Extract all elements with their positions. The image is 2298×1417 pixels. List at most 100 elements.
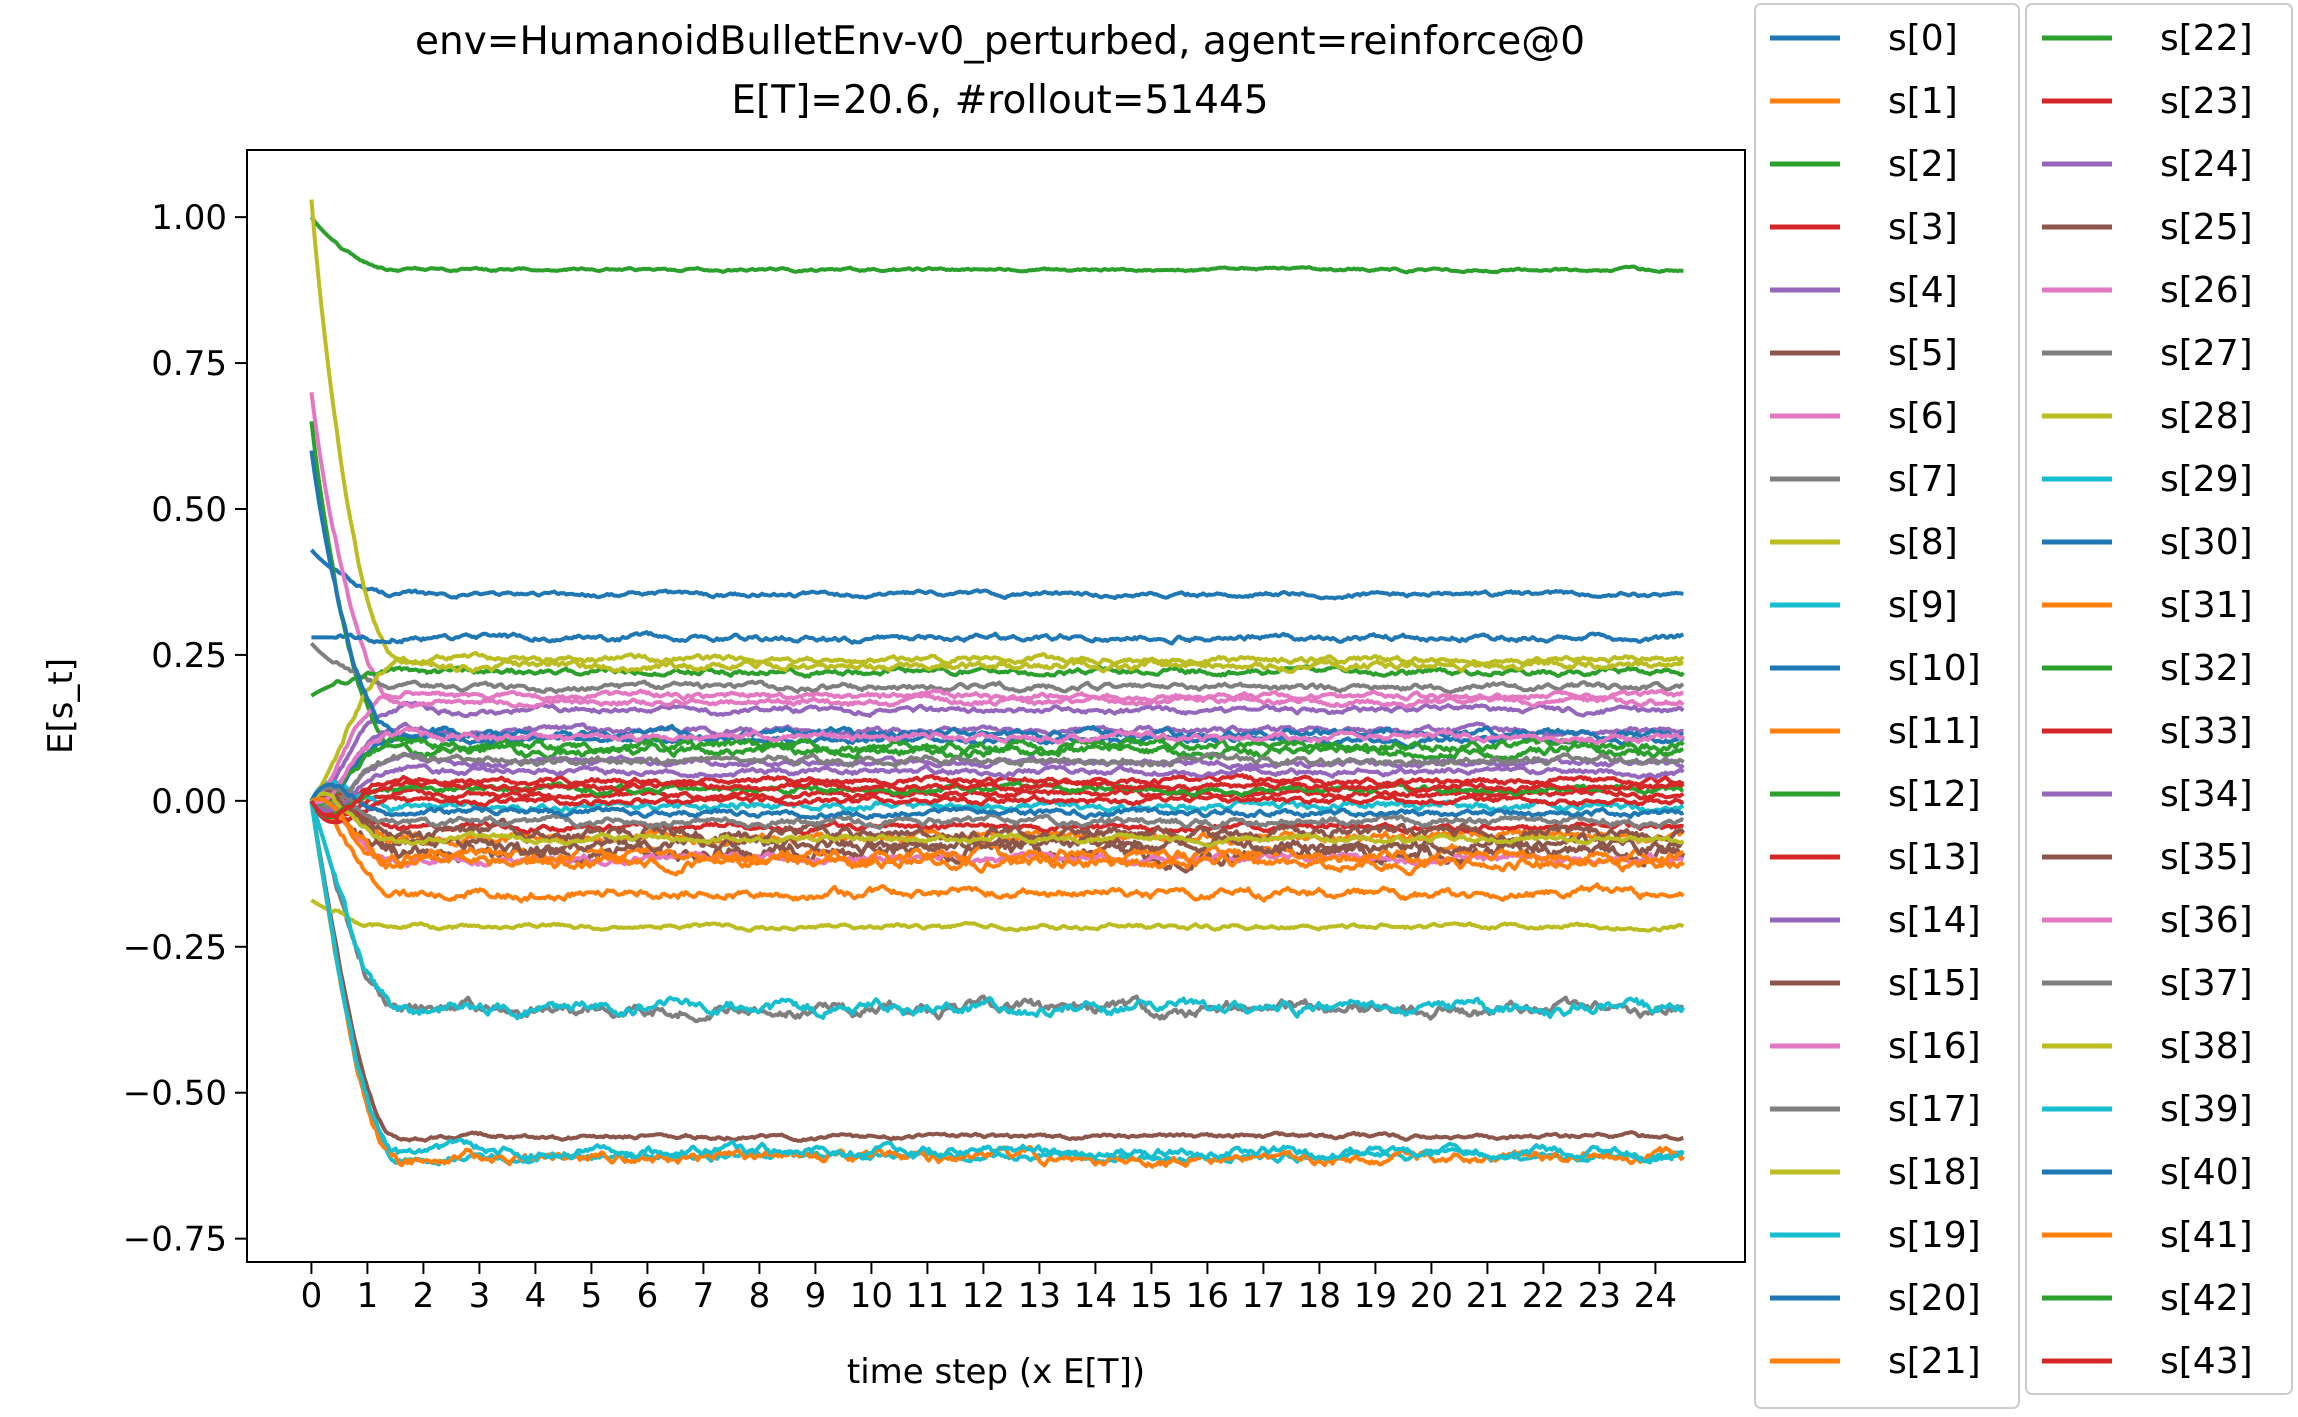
y-tick-label: 0.00 — [151, 782, 227, 822]
x-tick-label: 7 — [693, 1276, 715, 1316]
x-tick-label: 22 — [1522, 1276, 1565, 1316]
x-tick-label: 19 — [1354, 1276, 1397, 1316]
series-line-38 — [309, 791, 1685, 848]
legend-label: s[1] — [1888, 81, 1958, 122]
series-line-37 — [309, 785, 1685, 831]
x-tick-label: 4 — [525, 1276, 547, 1316]
legend-label: s[13] — [1888, 837, 1981, 878]
series-line-34 — [309, 763, 1685, 814]
x-tick-label: 6 — [637, 1276, 659, 1316]
legend-label: s[8] — [1888, 522, 1958, 563]
chart-title-line-1: env=HumanoidBulletEnv-v0_perturbed, agen… — [415, 19, 1585, 64]
series-line-23 — [309, 787, 1685, 836]
series-line-28 — [309, 655, 1684, 803]
legend-label: s[32] — [2160, 648, 2253, 689]
y-tick-label: −0.25 — [123, 928, 227, 968]
legend-label: s[23] — [2160, 81, 2253, 122]
legend-label: s[20] — [1888, 1278, 1981, 1319]
legend-label: s[41] — [2160, 1215, 2253, 1256]
legend-label: s[15] — [1888, 963, 1981, 1004]
legend-label: s[3] — [1888, 207, 1958, 248]
x-tick-label: 16 — [1186, 1276, 1229, 1316]
series-line-29 — [309, 800, 1686, 1021]
legend-label: s[19] — [1888, 1215, 1981, 1256]
y-tick-label: −0.50 — [123, 1074, 227, 1114]
y-tick-label: 0.25 — [151, 636, 227, 676]
x-tick-label: 20 — [1410, 1276, 1453, 1316]
legend-label: s[33] — [2160, 711, 2253, 752]
x-tick-label: 15 — [1130, 1276, 1173, 1316]
legend-label: s[37] — [2160, 963, 2253, 1004]
legend-label: s[6] — [1888, 396, 1958, 437]
legend-label: s[14] — [1888, 900, 1981, 941]
y-tick-label: 1.00 — [151, 198, 227, 238]
x-tick-label: 11 — [906, 1276, 949, 1316]
series-line-8 — [309, 199, 1685, 667]
legend-label: s[25] — [2160, 207, 2253, 248]
legend: s[0] s[1] s[2] s[3] s[4] s[5] s[6] s[7] s[8] s[9]… — [1770, 18, 2253, 1382]
legend-label: s[30] — [2160, 522, 2253, 563]
x-tick-label: 3 — [469, 1276, 491, 1316]
y-tick-label: 0.50 — [151, 490, 227, 530]
series-line-27 — [310, 751, 1685, 810]
x-tick-label: 24 — [1634, 1276, 1677, 1316]
x-tick-label: 21 — [1466, 1276, 1509, 1316]
series-line-41 — [310, 797, 1685, 877]
x-tick-label: 12 — [962, 1276, 1005, 1316]
legend-label: s[26] — [2160, 270, 2253, 311]
x-axis: 0 1 2 3 4 5 6 7 8 9 10 11 12 13 14 15 16 17 18 19 20 21 22 23 24 — [301, 1262, 1677, 1316]
x-tick-label: 1 — [357, 1276, 379, 1316]
legend-label: s[9] — [1888, 585, 1958, 626]
series-line-36 — [310, 726, 1685, 805]
series-line-35 — [310, 792, 1684, 859]
series-line-6 — [309, 391, 1685, 709]
y-axis: 1.00 0.75 0.50 0.25 0.00 −0.25 −0.50 −0.75 — [123, 198, 247, 1260]
legend-label: s[38] — [2160, 1026, 2253, 1067]
legend-label: s[22] — [2160, 18, 2253, 59]
x-tick-label: 5 — [581, 1276, 603, 1316]
series-line-26 — [310, 688, 1684, 803]
legend-box-column-1 — [1754, 3, 2020, 1409]
legend-label: s[17] — [1888, 1089, 1981, 1130]
series-line-25 — [309, 789, 1685, 845]
series-line-5 — [309, 800, 1684, 1143]
legend-label: s[29] — [2160, 459, 2253, 500]
legend-label: s[27] — [2160, 333, 2253, 374]
legend-label: s[16] — [1888, 1026, 1981, 1067]
y-tick-label: −0.75 — [123, 1220, 227, 1260]
legend-label: s[31] — [2160, 585, 2253, 626]
legend-label: s[21] — [1888, 1341, 1981, 1382]
series-line-33 — [309, 793, 1685, 825]
x-tick-label: 14 — [1074, 1276, 1117, 1316]
series-line-13 — [309, 773, 1685, 816]
series-line-39 — [309, 800, 1685, 1165]
legend-label: s[39] — [2160, 1089, 2253, 1130]
x-tick-label: 23 — [1578, 1276, 1621, 1316]
legend-label: s[34] — [2160, 774, 2253, 815]
series-layer — [309, 199, 1686, 1169]
legend-label: s[40] — [2160, 1152, 2253, 1193]
legend-label: s[10] — [1888, 648, 1981, 689]
y-axis-label: E[s_t] — [41, 658, 81, 754]
x-tick-label: 8 — [749, 1276, 771, 1316]
x-tick-label: 9 — [805, 1276, 827, 1316]
y-tick-label: 0.75 — [151, 344, 227, 384]
series-line-18 — [310, 898, 1685, 933]
x-tick-label: 13 — [1018, 1276, 1061, 1316]
x-tick-label: 17 — [1242, 1276, 1285, 1316]
series-line-10 — [311, 630, 1684, 646]
series-line-22 — [310, 664, 1685, 698]
series-line-32 — [310, 734, 1685, 806]
legend-label: s[12] — [1888, 774, 1981, 815]
series-line-40 — [309, 782, 1685, 821]
legend-label: s[11] — [1888, 711, 1981, 752]
series-line-11 — [310, 798, 1685, 904]
series-line-43 — [309, 778, 1685, 819]
series-line-2 — [309, 215, 1684, 275]
x-tick-label: 10 — [850, 1276, 893, 1316]
legend-label: s[4] — [1888, 270, 1958, 311]
legend-label: s[18] — [1888, 1152, 1981, 1193]
legend-label: s[7] — [1888, 459, 1958, 500]
